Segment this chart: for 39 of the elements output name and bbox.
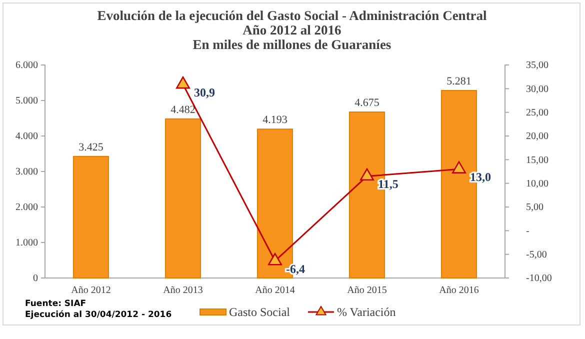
y2-tick-label: 30,00 bbox=[526, 84, 548, 95]
point bbox=[176, 76, 190, 89]
chart-title: Evolución de la ejecución del Gasto Social - Administración Central Año 2012 al 2016 En miles de millones de Guaraníes bbox=[97, 8, 488, 52]
y2-tick-label: 35,00 bbox=[526, 60, 548, 72]
y2-tick-label: 15,00 bbox=[526, 154, 548, 166]
y-tick-label: 2.000 bbox=[16, 202, 38, 214]
y-tick-label: 3.000 bbox=[16, 166, 38, 178]
bar bbox=[165, 118, 201, 278]
x-tick-label: Año 2013 bbox=[163, 285, 203, 296]
y-tick-label: 6.000 bbox=[16, 60, 38, 72]
data-label: 30,9 bbox=[194, 85, 215, 100]
y2-tick-label: 10,00 bbox=[526, 178, 548, 190]
point bbox=[268, 252, 282, 266]
source-note: Fuente: SIAF bbox=[25, 299, 86, 309]
y2-tick-label: 20,00 bbox=[526, 131, 548, 142]
x-tick-label: Año 2012 bbox=[71, 285, 111, 296]
y2-tick-label: 25,00 bbox=[526, 108, 548, 119]
legend-label: Gasto Social bbox=[229, 305, 291, 319]
y-tick-label: 1.000 bbox=[16, 238, 38, 249]
data-label: 3.425 bbox=[78, 141, 104, 154]
y-tick-label: 5.000 bbox=[16, 96, 38, 107]
y2-tick-label: - bbox=[526, 226, 530, 237]
x-tick-label: Año 2016 bbox=[439, 285, 479, 296]
data-label: 4.482 bbox=[170, 104, 196, 116]
x-tick-label: Año 2015 bbox=[347, 285, 387, 296]
y2-tick-label: -5,00 bbox=[526, 250, 547, 261]
point bbox=[452, 161, 466, 174]
data-label: 4.193 bbox=[262, 114, 288, 126]
legend-label: % Variación bbox=[337, 305, 396, 319]
y2-tick-label: 5,00 bbox=[526, 202, 544, 214]
y2-tick-label: -10,00 bbox=[526, 273, 552, 284]
point bbox=[360, 168, 374, 181]
bar bbox=[73, 156, 109, 278]
data-label: 4.675 bbox=[354, 97, 380, 110]
y-tick-label: 0 bbox=[33, 273, 38, 284]
data-label: 5.281 bbox=[446, 76, 472, 88]
text: Ejecución al 30/04/2012 - 2016 bbox=[25, 310, 172, 320]
y-tick-label: 4.000 bbox=[16, 131, 38, 142]
x-tick-label: Año 2014 bbox=[255, 285, 295, 296]
